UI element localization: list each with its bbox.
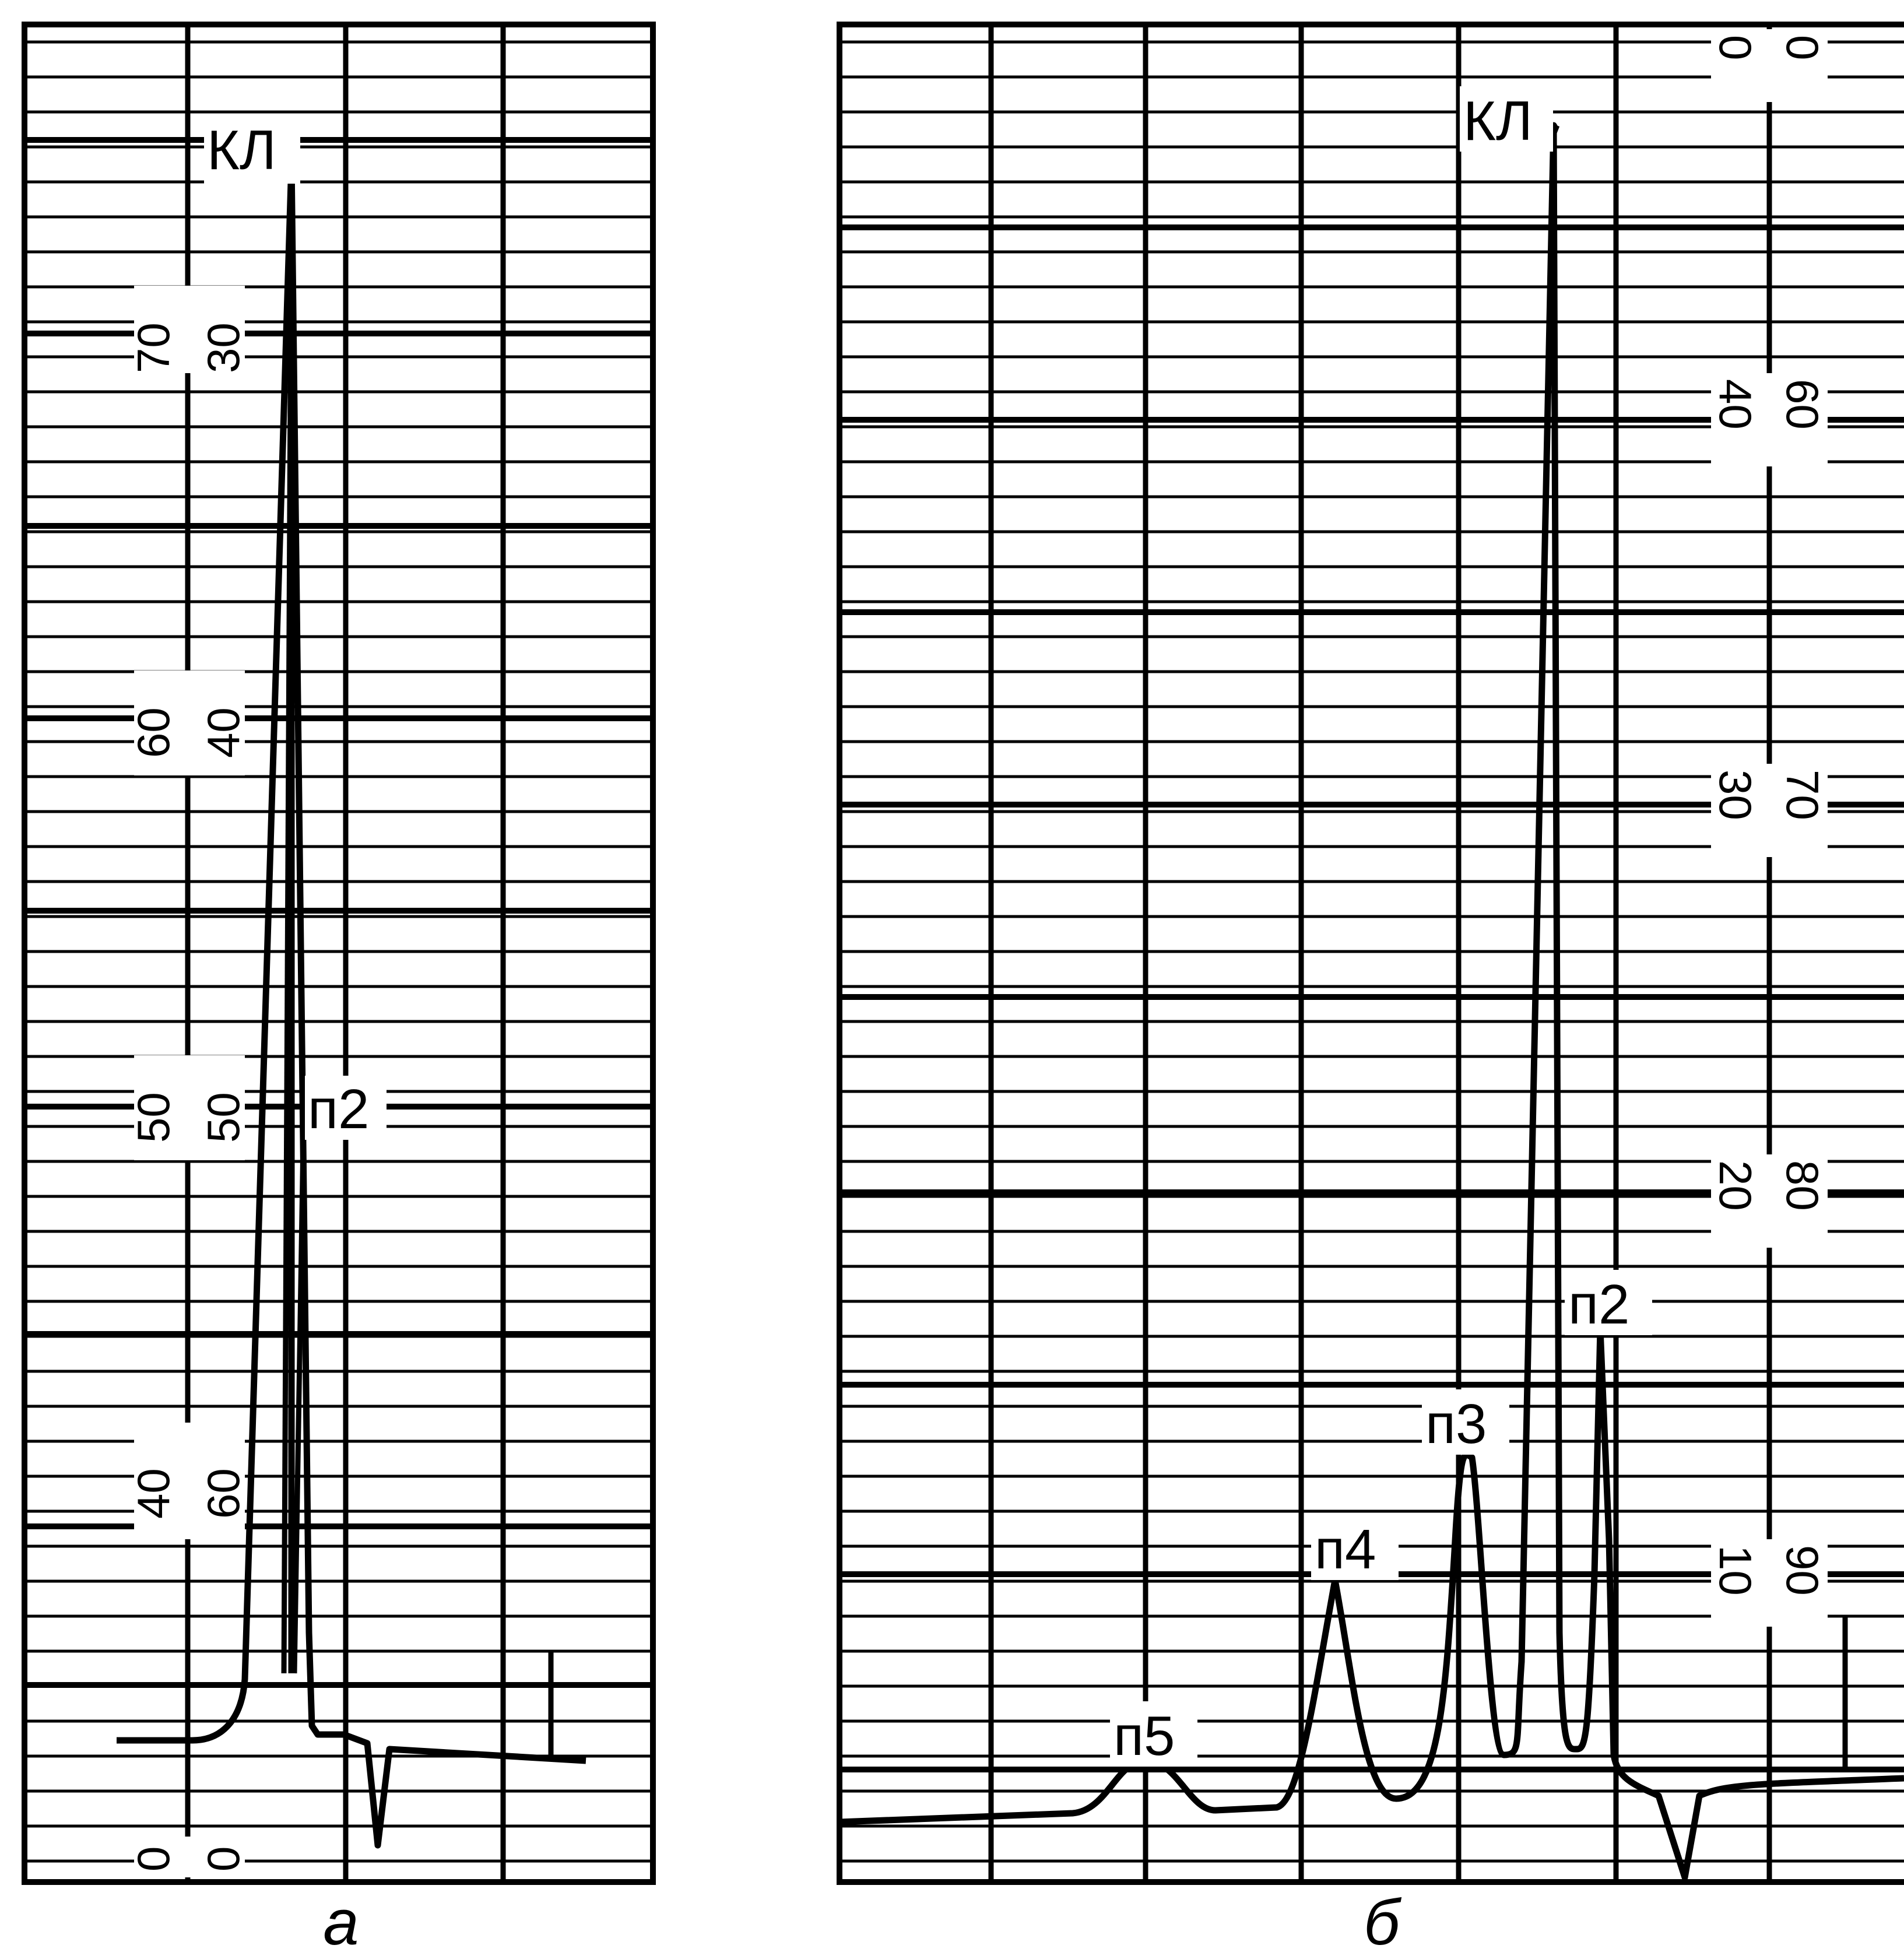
peak-label-kl: КЛ (1463, 90, 1533, 152)
panel-a: 0 40 50 60 70 0 60 50 40 30 КЛ п2 а (22, 22, 656, 1952)
scale-right-label: 60 (1777, 379, 1828, 430)
peak-label-p4: п4 (1315, 1518, 1376, 1581)
scale-right-label: 80 (1777, 1160, 1828, 1211)
scale-left-label: 70 (128, 322, 179, 373)
scale-mask (134, 1423, 245, 1539)
scale-mask (1711, 373, 1828, 466)
label-mask (1565, 1270, 1652, 1335)
scale-left-label: 0 (1710, 35, 1761, 60)
scale-mask (1711, 1539, 1828, 1627)
panel-label-a: а (323, 1887, 359, 1952)
frame-b (837, 22, 1904, 1885)
peak-label-p3: п3 (1425, 1393, 1487, 1455)
chromatogram-trace-a (117, 160, 586, 1849)
peak-label-kl: КЛ (207, 119, 276, 181)
scale-right-label: 40 (198, 707, 249, 758)
scale-mask (134, 1055, 245, 1160)
scale-mask (134, 670, 245, 775)
trace-p2-ascent (291, 1142, 306, 1674)
scale-mask (1711, 1154, 1828, 1248)
scale-right-label: 50 (198, 1092, 249, 1143)
label-mask (305, 1076, 387, 1140)
scale-right-label: 0 (1777, 35, 1828, 60)
scale-left-label: 50 (128, 1092, 179, 1143)
label-mask (1422, 1389, 1509, 1455)
scale-left-label: 30 (1710, 770, 1761, 820)
peak-label-p2: п2 (308, 1078, 369, 1140)
scale-left-label: 20 (1710, 1160, 1761, 1211)
scale-mask (1711, 29, 1828, 102)
scale-right-label: 70 (1777, 770, 1828, 820)
grid-a (22, 22, 656, 1885)
trace-kl-apex (1551, 124, 1560, 136)
scale-right-label: 0 (198, 1846, 249, 1872)
label-mask (1311, 1515, 1399, 1580)
scale-right-label: 90 (1777, 1545, 1828, 1596)
label-mask (1110, 1701, 1197, 1767)
scale-right-label: 60 (198, 1468, 249, 1519)
scale-mask (134, 1837, 245, 1877)
scale-left-label: 40 (128, 1468, 179, 1519)
panel-b: 0 40 30 20 10 0 60 70 80 90 КЛ п2 п3 п4 п5 б (837, 22, 1904, 1952)
panel-label-b: б (1364, 1887, 1402, 1952)
scale-left-label: 60 (128, 707, 179, 758)
label-mask (1460, 86, 1553, 152)
scale-right-label: 30 (198, 322, 249, 373)
scale-mask (134, 286, 245, 373)
scale-left-label: 40 (1710, 379, 1761, 430)
peak-label-p5: п5 (1113, 1705, 1175, 1767)
trace-kl-descent (281, 163, 294, 1674)
scale-left-label: 0 (128, 1846, 179, 1872)
label-mask (204, 120, 300, 184)
frame-a (22, 22, 656, 1885)
chromatogram-trace-b (839, 122, 1904, 1881)
scale-mask (1711, 764, 1828, 857)
peak-label-p2: п2 (1568, 1273, 1629, 1336)
scale-left-label: 10 (1710, 1545, 1761, 1596)
